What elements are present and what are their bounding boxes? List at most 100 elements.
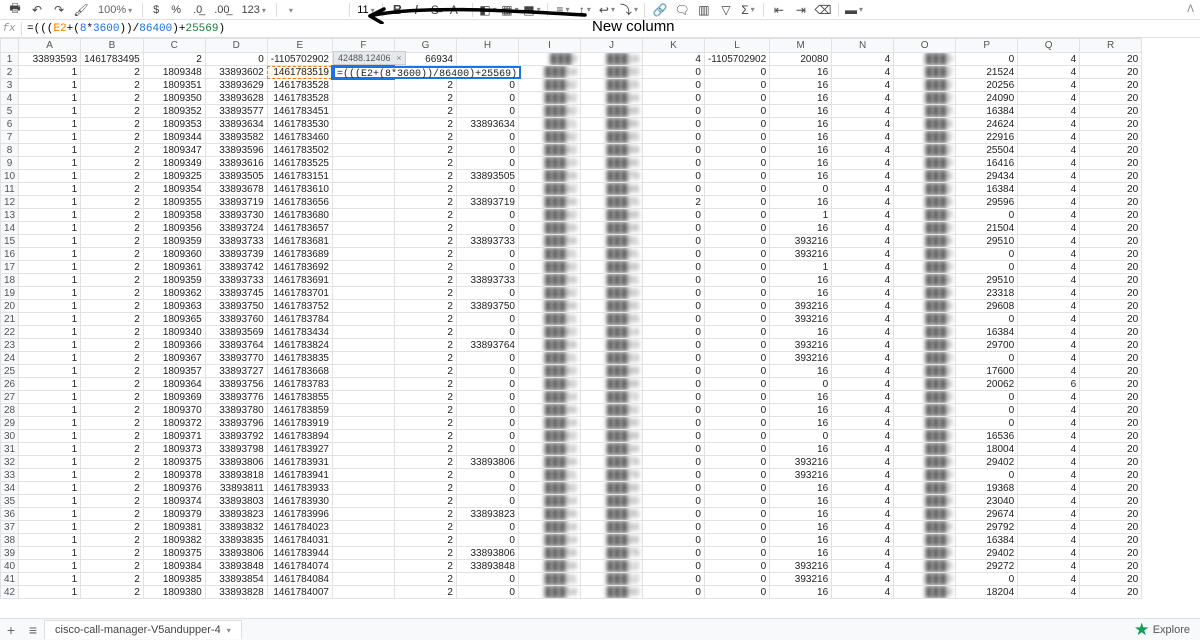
cell-H25[interactable]: 0	[456, 365, 518, 378]
cell-P10[interactable]: 29434	[956, 170, 1018, 183]
cell-I32[interactable]: ███56	[518, 456, 580, 469]
cell-M15[interactable]: 393216	[770, 235, 832, 248]
cell-H20[interactable]: 33893750	[456, 300, 518, 313]
cell-I8[interactable]: ███82	[518, 144, 580, 157]
cell-A12[interactable]: 1	[19, 196, 81, 209]
cell-K30[interactable]: 0	[642, 430, 704, 443]
cell-A27[interactable]: 1	[19, 391, 81, 404]
cell-B15[interactable]: 2	[81, 235, 144, 248]
cell-R32[interactable]: 20	[1080, 456, 1142, 469]
cell-G15[interactable]: 2	[394, 235, 456, 248]
cell-K12[interactable]: 2	[642, 196, 704, 209]
row-header-4[interactable]: 4	[1, 92, 19, 105]
cell-I19[interactable]: ███82	[518, 287, 580, 300]
cell-K19[interactable]: 0	[642, 287, 704, 300]
cell-Q30[interactable]: 4	[1018, 430, 1080, 443]
cell-H32[interactable]: 33893806	[456, 456, 518, 469]
cell-O37[interactable]: ███4	[894, 521, 956, 534]
cell-N38[interactable]: 4	[832, 534, 894, 547]
cell-M39[interactable]: 16	[770, 547, 832, 560]
cell-E29[interactable]: 1461783919	[267, 417, 332, 430]
cell-L40[interactable]: 0	[704, 560, 769, 573]
cell-E26[interactable]: 1461783783	[267, 378, 332, 391]
cell-L4[interactable]: 0	[704, 92, 769, 105]
cell-L39[interactable]: 0	[704, 547, 769, 560]
cell-H8[interactable]: 0	[456, 144, 518, 157]
cell-P40[interactable]: 29272	[956, 560, 1018, 573]
cell-Q35[interactable]: 4	[1018, 495, 1080, 508]
cell-O25[interactable]: ███2	[894, 365, 956, 378]
cell-O1[interactable]: ███0	[894, 53, 956, 66]
cell-B37[interactable]: 2	[81, 521, 144, 534]
cell-L33[interactable]: 0	[704, 469, 769, 482]
cell-H40[interactable]: 33893848	[456, 560, 518, 573]
cell-F28[interactable]	[332, 404, 394, 417]
cell-O5[interactable]: ███0	[894, 105, 956, 118]
cell-B30[interactable]: 2	[81, 430, 144, 443]
cell-G41[interactable]: 2	[394, 573, 456, 586]
cell-E42[interactable]: 1461784007	[267, 586, 332, 599]
cell-I2[interactable]: ███54	[518, 66, 580, 79]
cell-L42[interactable]: 0	[704, 586, 769, 599]
cell-E21[interactable]: 1461783784	[267, 313, 332, 326]
cell-R22[interactable]: 20	[1080, 326, 1142, 339]
cell-F8[interactable]	[332, 144, 394, 157]
cell-O26[interactable]: ███6	[894, 378, 956, 391]
cell-G20[interactable]: 2	[394, 300, 456, 313]
cell-J30[interactable]: ███48	[580, 430, 642, 443]
cell-C18[interactable]: 1809359	[143, 274, 205, 287]
cell-O18[interactable]: ███6	[894, 274, 956, 287]
cell-A30[interactable]: 1	[19, 430, 81, 443]
cell-E35[interactable]: 1461783930	[267, 495, 332, 508]
cell-P31[interactable]: 18004	[956, 443, 1018, 456]
cell-L2[interactable]: 0	[704, 66, 769, 79]
cell-B1[interactable]: 1461783495	[81, 53, 144, 66]
cell-R30[interactable]: 20	[1080, 430, 1142, 443]
cell-O11[interactable]: ███2	[894, 183, 956, 196]
cell-K5[interactable]: 0	[642, 105, 704, 118]
cell-N33[interactable]: 4	[832, 469, 894, 482]
cell-D39[interactable]: 33893806	[205, 547, 267, 560]
cell-H24[interactable]: 0	[456, 352, 518, 365]
cell-C39[interactable]: 1809375	[143, 547, 205, 560]
cell-P36[interactable]: 29674	[956, 508, 1018, 521]
cell-E1[interactable]: -1105702902	[267, 53, 332, 66]
cell-I42[interactable]: ███54	[518, 586, 580, 599]
cell-Q17[interactable]: 4	[1018, 261, 1080, 274]
cell-K14[interactable]: 0	[642, 222, 704, 235]
cell-P1[interactable]: 0	[956, 53, 1018, 66]
cell-B18[interactable]: 2	[81, 274, 144, 287]
cell-F37[interactable]	[332, 521, 394, 534]
cell-I29[interactable]: ███54	[518, 417, 580, 430]
cell-Q25[interactable]: 4	[1018, 365, 1080, 378]
cell-N16[interactable]: 4	[832, 248, 894, 261]
cell-H37[interactable]: 0	[456, 521, 518, 534]
cell-I39[interactable]: ███56	[518, 547, 580, 560]
cell-J9[interactable]: ███66	[580, 157, 642, 170]
cell-O14[interactable]: ███0	[894, 222, 956, 235]
cell-C31[interactable]: 1809373	[143, 443, 205, 456]
cell-G10[interactable]: 2	[394, 170, 456, 183]
cell-B22[interactable]: 2	[81, 326, 144, 339]
dec-decrease[interactable]: .0̲	[189, 4, 206, 16]
cell-Q22[interactable]: 4	[1018, 326, 1080, 339]
cell-R41[interactable]: 20	[1080, 573, 1142, 586]
cell-H21[interactable]: 0	[456, 313, 518, 326]
cell-G16[interactable]: 2	[394, 248, 456, 261]
cell-D18[interactable]: 33893733	[205, 274, 267, 287]
row-header-21[interactable]: 21	[1, 313, 19, 326]
cell-H27[interactable]: 0	[456, 391, 518, 404]
cell-F29[interactable]	[332, 417, 394, 430]
cell-P18[interactable]: 29510	[956, 274, 1018, 287]
cell-E23[interactable]: 1461783824	[267, 339, 332, 352]
cell-C24[interactable]: 1809367	[143, 352, 205, 365]
cell-C22[interactable]: 1809340	[143, 326, 205, 339]
cell-N27[interactable]: 4	[832, 391, 894, 404]
cell-D25[interactable]: 33893727	[205, 365, 267, 378]
cell-L23[interactable]: 0	[704, 339, 769, 352]
cell-A15[interactable]: 1	[19, 235, 81, 248]
cell-A21[interactable]: 1	[19, 313, 81, 326]
cell-K9[interactable]: 0	[642, 157, 704, 170]
cell-L3[interactable]: 0	[704, 79, 769, 92]
cell-B16[interactable]: 2	[81, 248, 144, 261]
